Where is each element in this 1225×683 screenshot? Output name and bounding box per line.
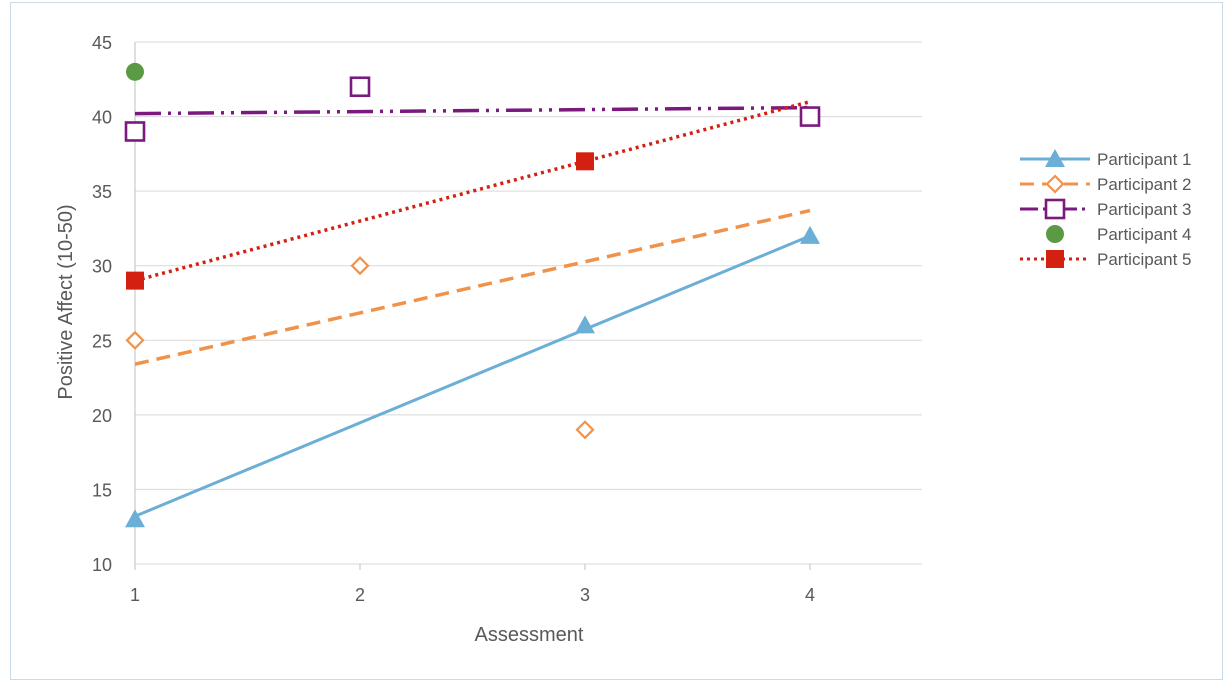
gridlines	[135, 41, 922, 565]
chart-frame	[10, 2, 1223, 680]
y-tick-label: 45	[92, 33, 112, 53]
legend-item-participant-3: Participant 3	[1020, 198, 1192, 220]
participant-3-point	[349, 76, 371, 98]
y-tick-label: 40	[92, 108, 112, 128]
y-tick-label: 25	[92, 331, 112, 351]
y-tick-label: 20	[92, 406, 112, 426]
participant-3-point	[799, 106, 821, 127]
legend-marker	[1045, 174, 1065, 194]
y-tick-label: 30	[92, 257, 112, 277]
participant-2-point	[575, 420, 595, 440]
legend-item-participant-1: Participant 1	[1020, 149, 1192, 169]
participant-1-point	[125, 509, 145, 528]
y-tick-label: 35	[92, 182, 112, 202]
y-tick-label: 15	[92, 480, 112, 500]
legend-item-participant-4: Participant 4	[1046, 225, 1192, 244]
x-tick-label: 1	[130, 585, 140, 605]
legend-label: Participant 1	[1097, 150, 1192, 169]
legend-label: Participant 5	[1097, 250, 1192, 269]
participant-2-point	[125, 330, 145, 350]
participant-5-point	[126, 271, 144, 290]
participant-4-point	[126, 62, 144, 81]
legend-marker	[1046, 225, 1064, 243]
legend-label: Participant 4	[1097, 225, 1192, 244]
participant-2-point	[350, 256, 370, 276]
x-tick-label: 2	[355, 585, 365, 605]
participant-3-point	[124, 121, 146, 142]
participant-5-point	[576, 152, 594, 171]
legend-marker	[1044, 198, 1066, 220]
participant-5-trendline	[134, 99, 811, 283]
axes: 10 15 20 25 30 35 40 45 1 2 3 4	[92, 33, 815, 605]
participant-1-trendline	[134, 234, 811, 518]
legend-item-participant-2: Participant 2	[1020, 174, 1192, 194]
legend-item-participant-5: Participant 5	[1020, 250, 1192, 269]
legend-marker	[1045, 149, 1065, 167]
trendlines	[134, 99, 811, 518]
x-axis-label: Assessment	[475, 624, 584, 646]
x-tick-label: 3	[580, 585, 590, 605]
legend-label: Participant 3	[1097, 200, 1192, 219]
legend-label: Participant 2	[1097, 175, 1192, 194]
x-tick-label: 4	[805, 585, 815, 605]
data-markers	[124, 62, 821, 528]
legend-marker	[1046, 250, 1064, 268]
y-tick-label: 10	[92, 555, 112, 575]
participant-1-point	[800, 225, 820, 244]
participant-3-trendline	[134, 105, 811, 116]
participant-2-trendline	[134, 208, 811, 366]
participant-1-point	[575, 315, 595, 334]
legend: Participant 1 Participant 2 Participant 3 P…	[1020, 149, 1192, 269]
y-axis-label: Positive Affect (10-50)	[55, 204, 77, 399]
